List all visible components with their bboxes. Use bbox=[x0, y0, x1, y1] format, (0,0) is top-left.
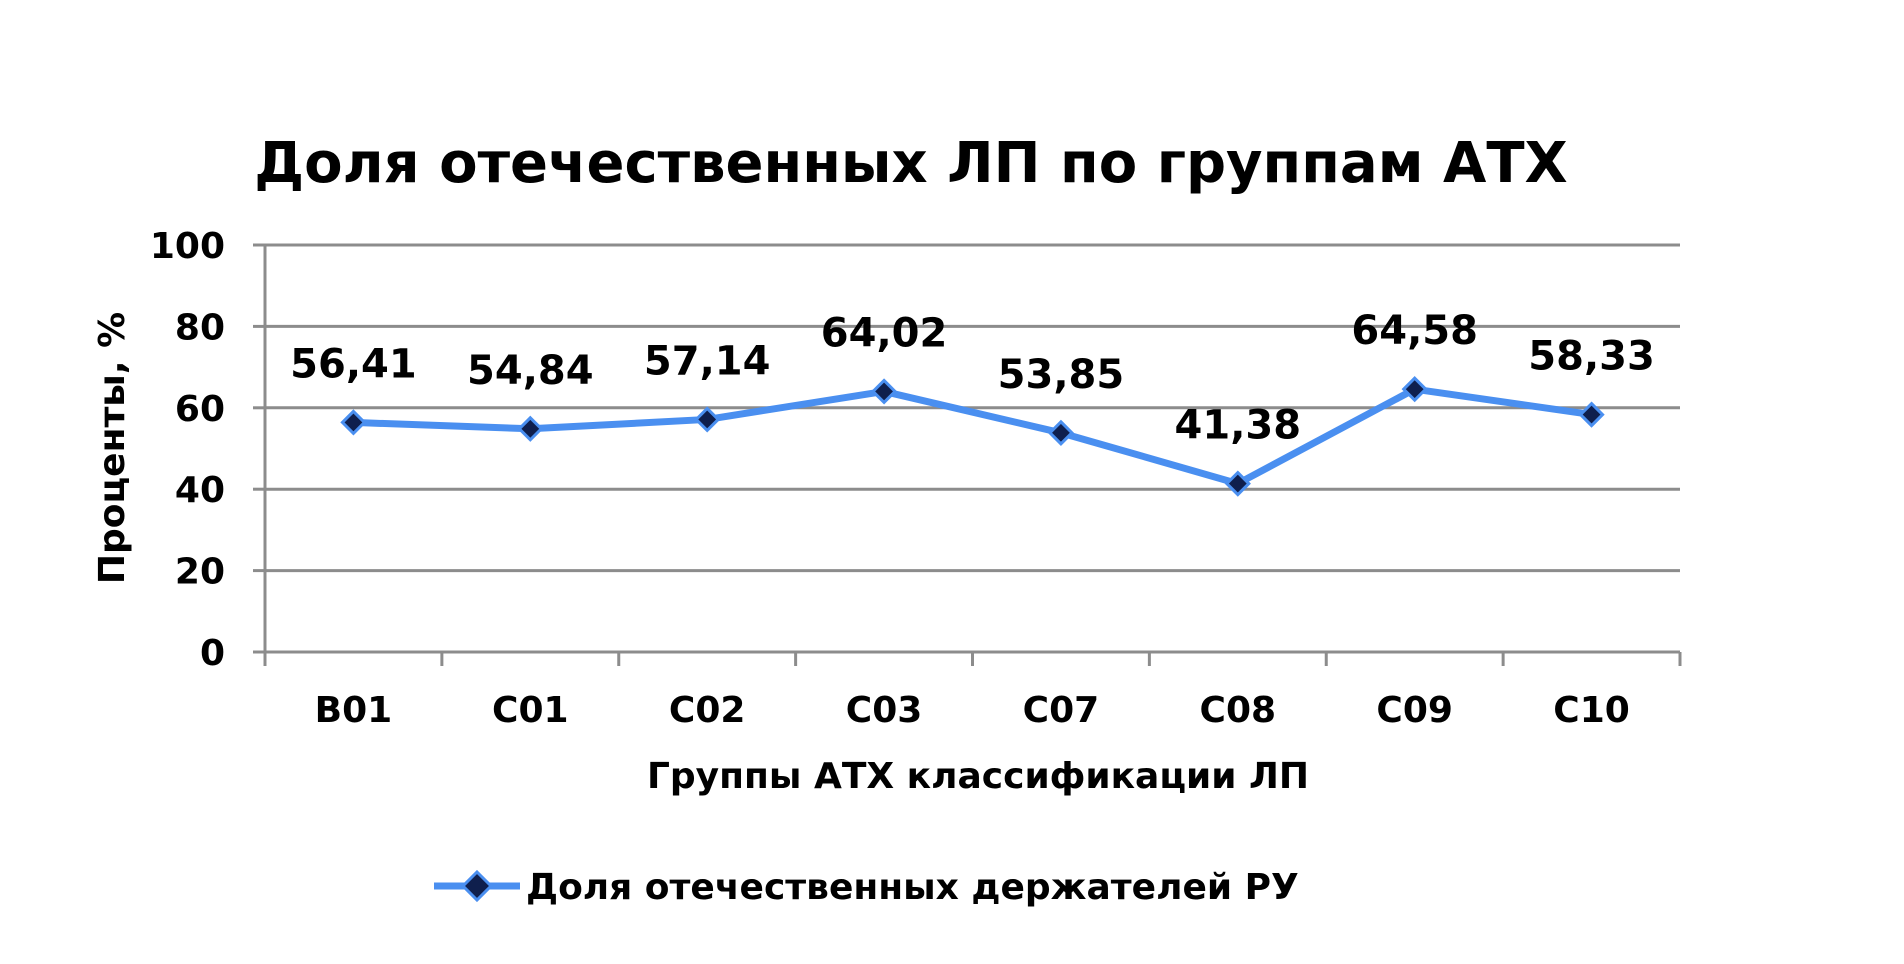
y-tick-label: 0 bbox=[200, 633, 225, 674]
axis-layer: 0 20 40 60 80 100 B01 C01 C02 C03 C07 C08 C09 C10 bbox=[150, 226, 1682, 731]
legend-label: Доля отечественных держателей РУ bbox=[526, 867, 1299, 908]
data-label: 54,84 bbox=[467, 348, 594, 394]
data-label: 58,33 bbox=[1528, 334, 1655, 380]
y-axis-title: Проценты, % bbox=[92, 312, 133, 584]
x-tick-label: C02 bbox=[669, 690, 746, 731]
x-tick-label: C10 bbox=[1553, 690, 1630, 731]
x-axis-title: Группы АТХ классификации ЛП bbox=[647, 756, 1309, 797]
legend: Доля отечественных держателей РУ bbox=[434, 867, 1299, 908]
data-label: 64,02 bbox=[821, 310, 948, 356]
legend-marker-icon bbox=[460, 869, 494, 903]
data-point-marker bbox=[870, 378, 898, 405]
x-tick-label: C03 bbox=[846, 690, 923, 731]
data-label: 53,85 bbox=[998, 352, 1125, 398]
y-tick-label: 20 bbox=[175, 552, 225, 593]
y-tick-label: 100 bbox=[150, 226, 225, 267]
y-tick-label: 60 bbox=[175, 389, 225, 430]
data-point-marker bbox=[1047, 419, 1075, 446]
data-point-marker bbox=[1224, 470, 1251, 497]
data-label: 57,14 bbox=[644, 338, 771, 384]
data-label: 56,41 bbox=[290, 341, 417, 387]
data-label-layer: 56,41 54,84 57,14 64,02 53,85 41,38 64,58 58,33 bbox=[290, 308, 1655, 448]
series-layer bbox=[340, 376, 1605, 497]
data-label: 64,58 bbox=[1351, 308, 1478, 354]
x-tick-label: C08 bbox=[1200, 690, 1277, 731]
data-label: 41,38 bbox=[1175, 403, 1302, 449]
data-point-marker bbox=[1401, 376, 1428, 403]
data-point-marker bbox=[340, 409, 367, 436]
data-point-marker bbox=[1578, 401, 1605, 428]
data-point-marker bbox=[694, 406, 721, 433]
y-tick-label: 40 bbox=[175, 470, 225, 511]
series-line bbox=[353, 385, 1593, 488]
x-tick-label: C07 bbox=[1023, 690, 1100, 731]
x-tick-label: C01 bbox=[492, 690, 569, 731]
chart-title: Доля отечественных ЛП по группам АТХ bbox=[254, 131, 1567, 196]
grid-layer bbox=[265, 243, 1680, 573]
x-tick-label: B01 bbox=[315, 690, 393, 731]
x-tick-label: C09 bbox=[1376, 690, 1453, 731]
y-tick-label: 80 bbox=[175, 307, 225, 348]
data-point-marker bbox=[517, 415, 544, 442]
